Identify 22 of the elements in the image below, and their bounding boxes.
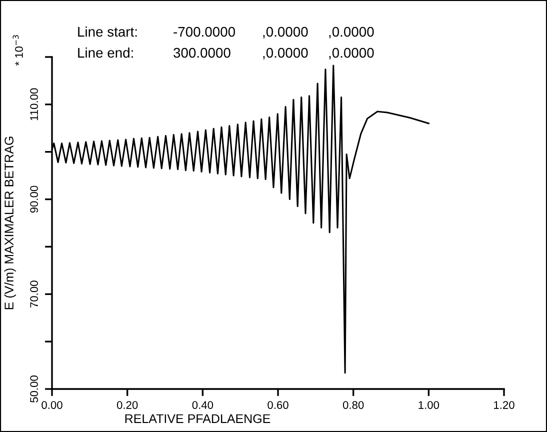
annotation: ,0.0000 [263, 48, 308, 60]
text: ,0.0000 [329, 26, 374, 38]
x-tick-label: 0.60 [268, 401, 288, 409]
annotation: 300.0000 [174, 48, 230, 58]
x-tick-label: 0.20 [116, 401, 138, 409]
annotation: Line end: [78, 48, 133, 58]
y-tick-label: 70.00 [30, 280, 38, 308]
text: ,0.0000 [263, 26, 308, 38]
x-axis-title: RELATIVE PFADLAENGE [125, 414, 270, 424]
x-tick-label: 1.20 [494, 401, 514, 409]
y-tick-label: 90.00 [30, 186, 38, 213]
x-tick-label: 0.80 [342, 401, 364, 409]
y-axis-title: E (V/m) MAXIMALER BETRAG [4, 136, 16, 310]
annotation: ,0.0000 [329, 48, 374, 60]
text: Line start: [78, 26, 137, 37]
x-tick-label: 0.40 [192, 401, 214, 409]
text: * 10$^{−3}$ [12, 35, 23, 66]
y-tick-label: 110.00 [30, 88, 38, 120]
y-tick-label: 50.00 [30, 376, 38, 402]
text: -700.0000 [174, 26, 236, 37]
x-tick-label: 0.00 [42, 401, 62, 409]
x-tick-label: 1.00 [418, 401, 440, 409]
